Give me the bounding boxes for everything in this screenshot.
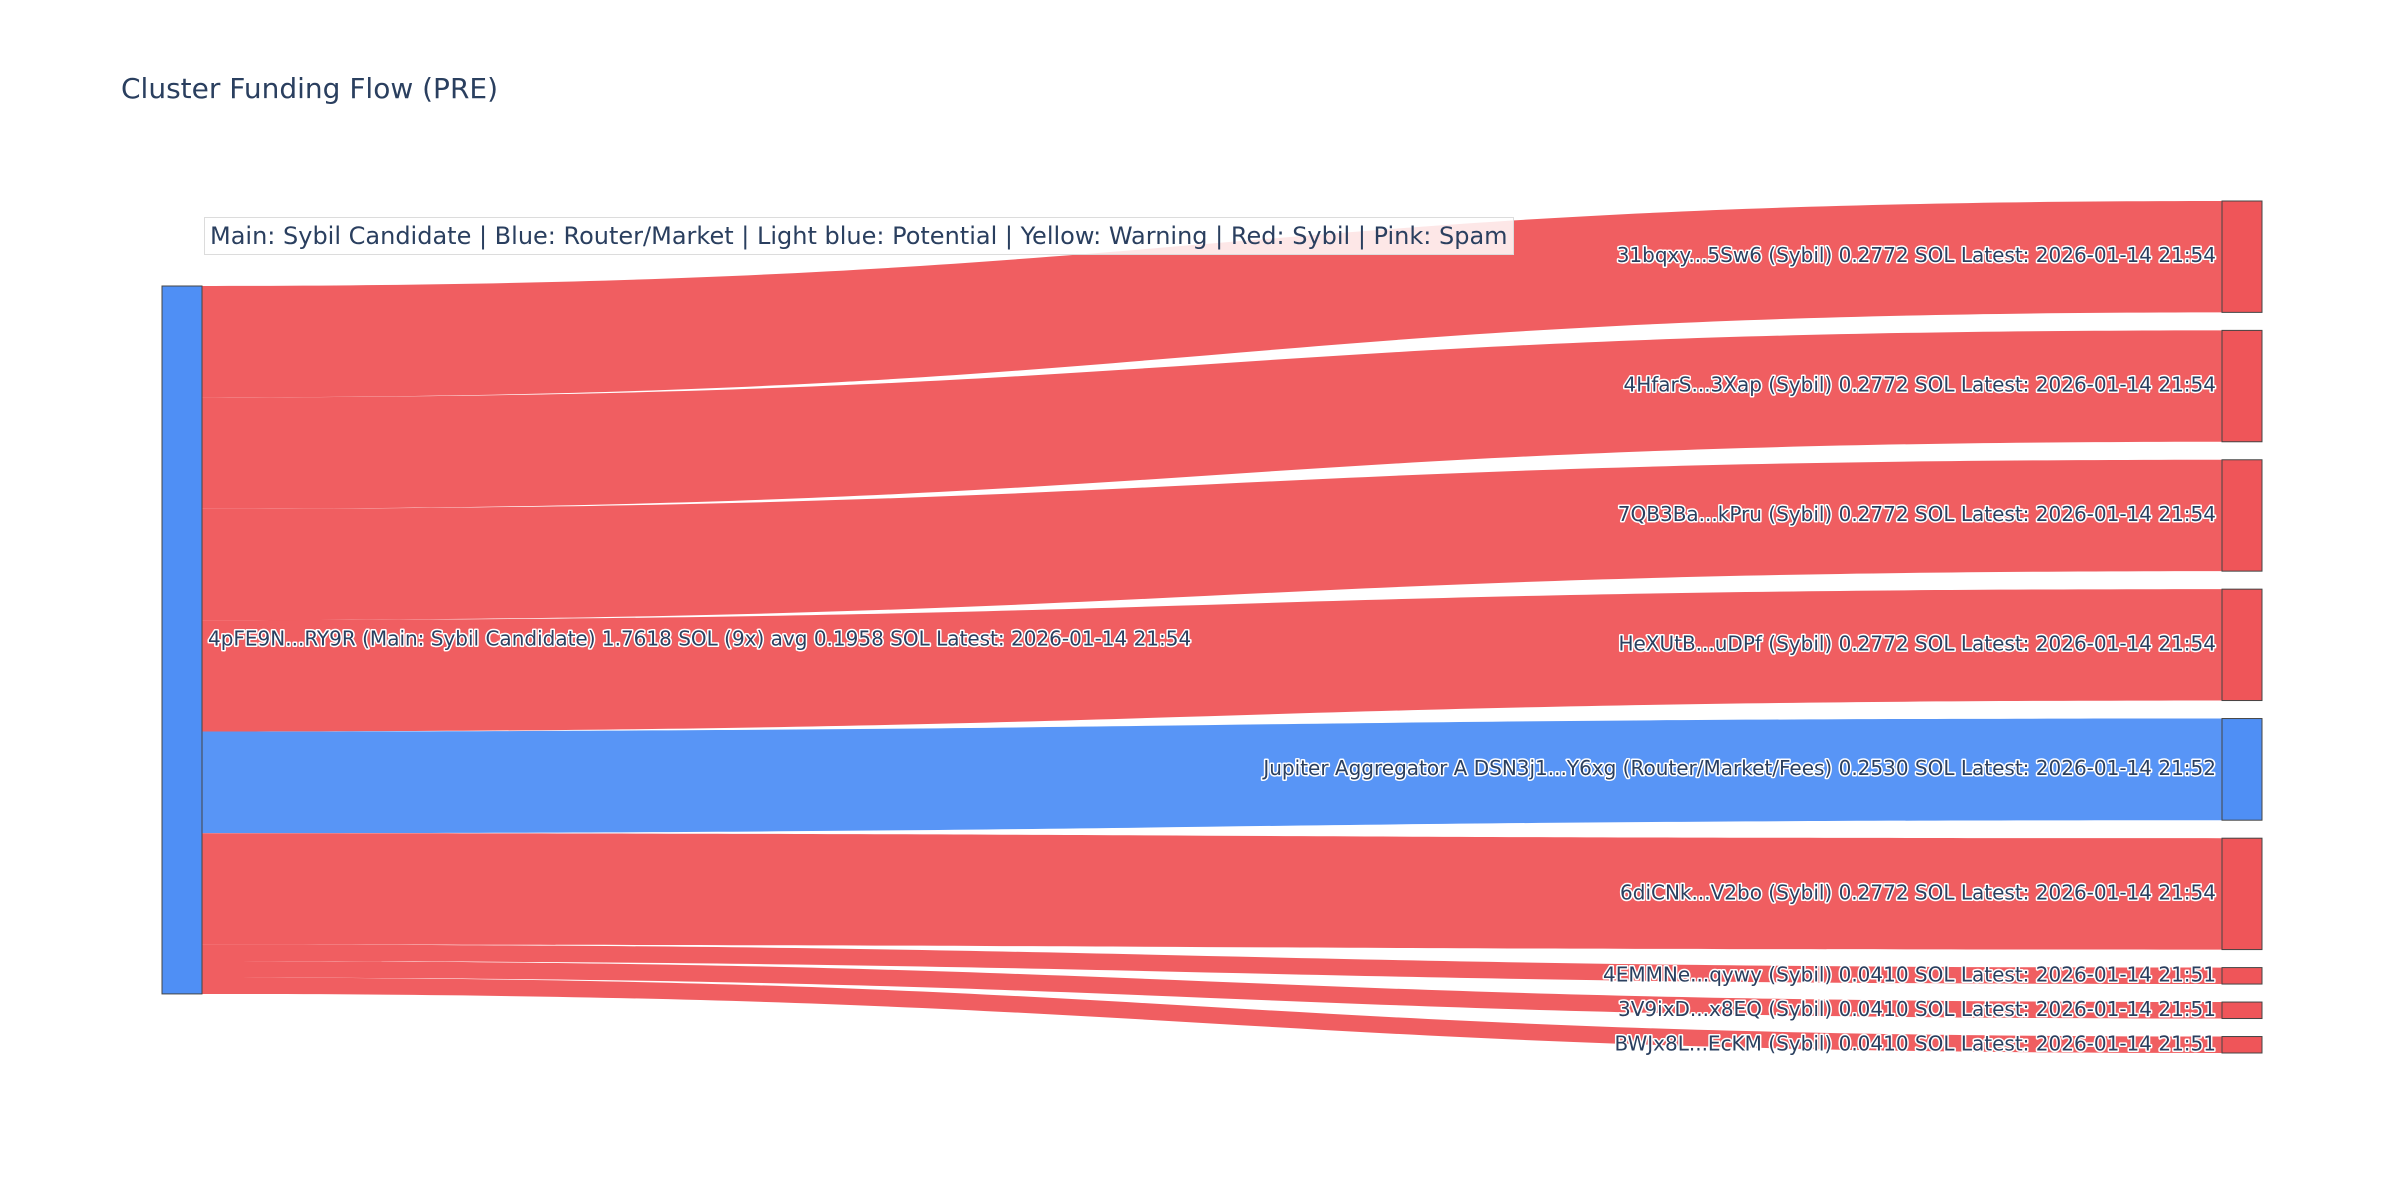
sankey-target-node [2221,329,2263,443]
sankey-target-node [2221,1001,2263,1020]
sankey-target-node [2221,837,2263,951]
sankey-source-label: 4pFE9N...RY9R (Main: Sybil Candidate) 1.… [208,626,1191,650]
sankey-target-label: 4HfarS...3Xap (Sybil) 0.2772 SOL Latest:… [1624,373,2217,397]
sankey-link [202,201,2222,398]
sankey-link [202,459,2222,621]
sankey-target-node [2221,1036,2263,1054]
sankey-link [202,330,2222,509]
sankey-nodes [161,200,2263,1054]
sankey-target-node [2221,200,2263,313]
sankey-target-node [2221,588,2263,702]
sankey-target-label: 31bqxy...5Sw6 (Sybil) 0.2772 SOL Latest:… [1617,243,2216,267]
sankey-target-node [2221,718,2263,821]
sankey-target-label: 6diCNk...V2bo (Sybil) 0.2772 SOL Latest:… [1620,880,2216,904]
sankey-target-label: HeXUtB...uDPf (Sybil) 0.2772 SOL Latest:… [1618,631,2216,655]
sankey-links [202,201,2222,1053]
sankey-target-node [2221,459,2263,572]
sankey-link [202,718,2222,834]
sankey-link [202,589,2222,732]
sankey-target-label: BWJx8L...EcKM (Sybil) 0.0410 SOL Latest:… [1614,1031,2216,1055]
sankey-target-label: Jupiter Aggregator A DSN3j1...Y6xg (Rout… [1261,756,2216,780]
sankey-target-node [2221,967,2263,985]
chart-title: Cluster Funding Flow (PRE) [121,72,499,105]
sankey-link [202,977,2222,1053]
sankey-link [202,944,2222,985]
sankey-target-label: 3V9ixD...x8EQ (Sybil) 0.0410 SOL Latest:… [1618,997,2216,1021]
sankey-target-label: 7QB3Ba...kPru (Sybil) 0.2772 SOL Latest:… [1618,502,2216,526]
sankey-link [202,961,2222,1019]
sankey-target-label: 4EMMNe...qywy (Sybil) 0.0410 SOL Latest:… [1603,962,2216,986]
sankey-source-node [161,285,203,995]
sankey-link [202,833,2222,950]
sankey-labels: 31bqxy...5Sw6 (Sybil) 0.2772 SOL Latest:… [207,242,2218,1057]
legend-annotation: Main: Sybil Candidate | Blue: Router/Mar… [204,217,1514,255]
